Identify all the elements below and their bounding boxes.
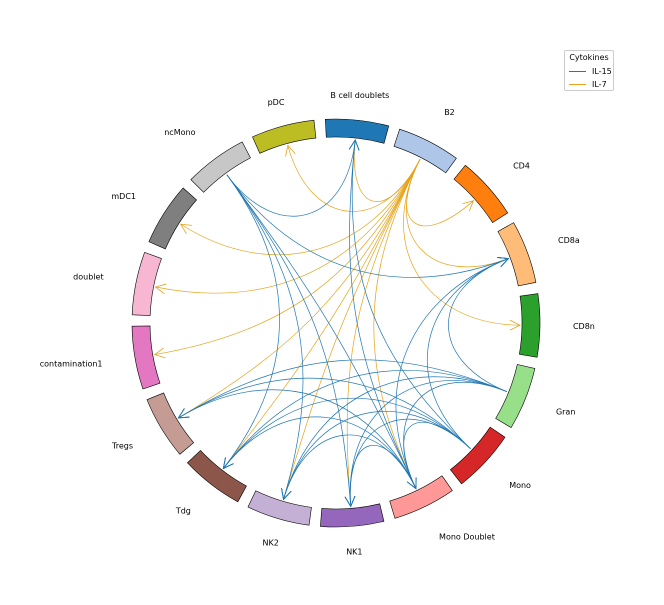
arrowhead-b2-to-doublet	[154, 283, 167, 295]
label-doublet: doublet	[73, 273, 103, 282]
segment-cd4	[453, 164, 509, 224]
segment-gran	[495, 364, 536, 429]
link-mono-doublet-to-cd8a	[395, 258, 509, 489]
label-gran: Gran	[556, 407, 575, 416]
arrowhead-mono-doublet-to-nk2	[281, 488, 292, 501]
segment-cd8a	[497, 222, 537, 287]
link-ncmono-to-mono-doublet	[226, 174, 417, 489]
link-mono-doublet-to-tregs	[178, 389, 417, 489]
segment-ncmono	[190, 141, 251, 193]
link-b2-to-mono-doublet	[373, 159, 421, 489]
arrowhead-mono-doublet-to-tdg	[222, 457, 234, 470]
link-mono-to-tdg	[223, 397, 471, 469]
arrowhead-b2-to-contamination1	[153, 347, 166, 359]
link-ncmono-to-tdg	[223, 174, 280, 469]
segment-cd8n	[519, 293, 541, 358]
label-nk2: NK2	[263, 538, 279, 547]
legend-swatch-il15	[569, 70, 586, 72]
link-ncmono-to-nk2	[226, 174, 304, 500]
legend-swatch-il7	[569, 83, 586, 85]
segment-mdc1	[148, 187, 198, 250]
segment-mono	[450, 426, 506, 485]
link-b2-to-doublet	[155, 159, 421, 294]
arrowhead-mono-doublet-to-cd8a	[497, 257, 510, 268]
link-gran-to-tregs	[178, 359, 507, 419]
label-contamination1: contamination1	[40, 360, 103, 369]
arrowhead-b2-to-cd8n	[509, 319, 521, 331]
link-b2-to-tdg	[223, 159, 421, 469]
label-cd8a: CD8a	[558, 236, 580, 245]
segment-tregs	[146, 392, 195, 455]
label-pdc: pDC	[268, 98, 285, 107]
label-tregs: Tregs	[111, 441, 133, 450]
arcs-layer	[131, 118, 541, 528]
link-mono-doublet-to-nk2	[283, 434, 417, 500]
arrowhead-b2-to-mdc1	[179, 223, 192, 235]
label-mono-doublet: Mono Doublet	[439, 532, 495, 541]
label-b-cell-doublets: B cell doublets	[330, 91, 389, 100]
label-b2: B2	[444, 108, 455, 117]
link-b2-to-tregs	[178, 159, 421, 419]
label-cd8n: CD8n	[573, 322, 595, 331]
arrowhead-mono-doublet-to-nk1	[344, 495, 356, 508]
legend: Cytokines IL-15 IL-7	[564, 50, 614, 91]
segment-tdg	[187, 450, 247, 503]
label-ncmono: ncMono	[164, 128, 195, 137]
link-b2-to-b-cell-doublets	[353, 139, 421, 202]
legend-label-il7: IL-7	[592, 79, 607, 89]
links-layer	[153, 139, 521, 508]
link-mono-to-tregs	[178, 377, 471, 449]
link-mono-to-b-cell-doublets	[351, 139, 471, 449]
segment-pdc	[252, 119, 317, 154]
legend-item-il15: IL-15	[569, 66, 612, 76]
segment-b2	[393, 128, 457, 174]
link-b2-to-nk2	[283, 159, 421, 500]
label-tdg: Tdg	[175, 506, 191, 515]
segment-mono-doublet	[389, 475, 453, 519]
label-nk1: NK1	[346, 547, 362, 556]
link-b2-to-contamination1	[154, 159, 421, 355]
link-b2-to-cd8n	[403, 159, 520, 326]
arrowhead-b2-to-cd4	[462, 200, 475, 212]
segment-doublet	[131, 251, 162, 316]
label-mono: Mono	[509, 481, 531, 490]
link-gran-to-cd8a	[448, 258, 509, 392]
legend-item-il7: IL-7	[569, 79, 607, 89]
legend-label-il15: IL-15	[592, 66, 612, 76]
arrowhead-mono-doublet-to-b-cell-doublets	[348, 139, 360, 151]
legend-title: Cytokines	[569, 53, 609, 62]
arrowhead-b2-to-pdc	[285, 144, 296, 157]
segment-nk1	[320, 503, 385, 528]
link-gran-to-tdg	[223, 370, 507, 469]
link-mono-doublet-to-tdg	[223, 416, 417, 489]
link-b2-to-cd8a	[406, 159, 509, 268]
link-mono-doublet-to-b-cell-doublets	[349, 139, 417, 489]
link-gran-to-nk2	[283, 376, 507, 500]
segment-nk2	[247, 490, 312, 526]
label-mdc1: mDC1	[111, 192, 136, 201]
segment-b-cell-doublets	[325, 118, 390, 144]
arrowhead-mono-doublet-to-tregs	[177, 408, 190, 419]
link-ncmono-to-b-cell-doublets	[226, 139, 356, 217]
link-b2-to-mdc1	[180, 159, 421, 256]
link-ncmono-to-cd8a	[226, 174, 509, 278]
label-cd4: CD4	[513, 161, 530, 170]
link-mono-to-cd8a	[426, 258, 509, 449]
link-gran-to-mono-doublet	[403, 381, 507, 489]
segment-contamination1	[131, 325, 161, 390]
link-b2-to-nk1	[346, 159, 421, 507]
arrowhead-gran-to-mono-doublet	[406, 477, 417, 490]
link-ncmono-to-nk1	[226, 174, 352, 507]
labels-layer: B cell doublets B2 CD4 CD8a CD8n Gran Mono Mono…	[40, 91, 595, 556]
